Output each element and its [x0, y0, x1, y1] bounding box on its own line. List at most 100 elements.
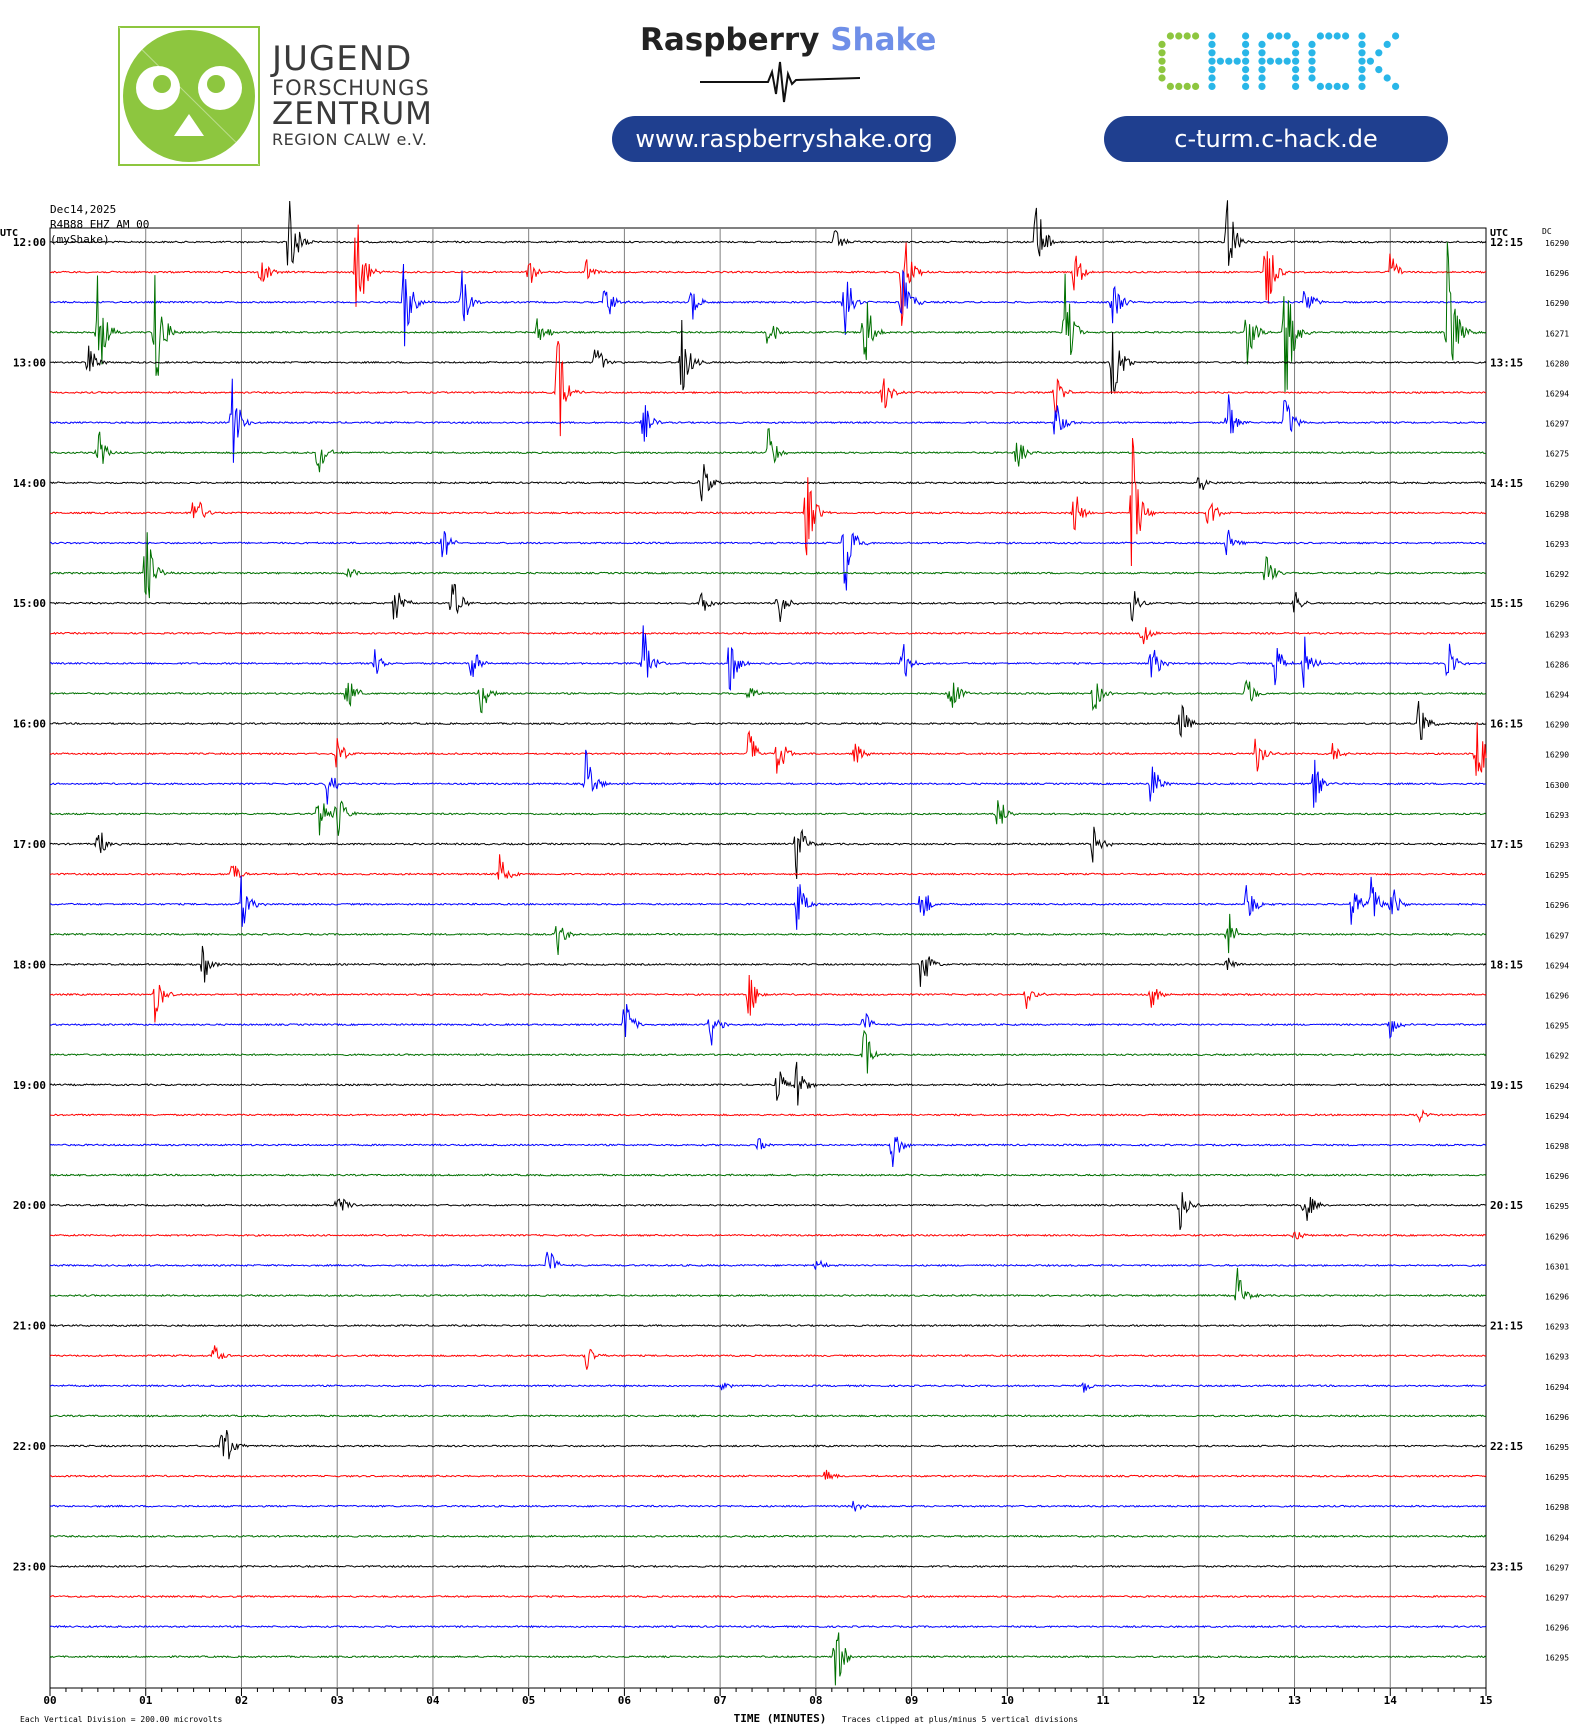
- trace-line: [49, 583, 1487, 623]
- jfz-line2: FORSCHUNGS: [272, 76, 430, 100]
- x-tick-label: 13: [1288, 1694, 1301, 1707]
- x-tick-label: 11: [1096, 1694, 1110, 1707]
- dc-value: 16298: [1545, 510, 1569, 519]
- footer-right-note: Traces clipped at plus/minus 5 vertical …: [842, 1715, 1078, 1724]
- left-axis-label: UTC: [0, 228, 18, 239]
- trace-line: [49, 800, 1487, 836]
- trace-line: [49, 1414, 1487, 1418]
- trace-line: [49, 1029, 1487, 1074]
- left-time-label: 19:00: [13, 1079, 46, 1092]
- jfz-line1: JUGEND: [272, 39, 413, 79]
- chack-url-link[interactable]: c-turm.c-hack.de: [1104, 116, 1448, 162]
- trace-line: [49, 913, 1487, 956]
- trace-line: [49, 1534, 1487, 1538]
- right-time-label: 20:15: [1490, 1199, 1523, 1212]
- trace-line: [49, 438, 1487, 567]
- x-tick-label: 04: [426, 1694, 440, 1707]
- chack-letter-c: [1158, 32, 1200, 90]
- raspberry-shake-url-link[interactable]: www.raspberryshake.org: [612, 116, 956, 162]
- trace-line: [49, 679, 1487, 714]
- chart-title-line: R4B88 EHZ AM 00: [50, 218, 149, 231]
- dc-value: 16297: [1545, 931, 1569, 940]
- dc-value: 16296: [1545, 1624, 1569, 1633]
- dc-value: 16295: [1545, 1654, 1569, 1663]
- x-axis-label: TIME (MINUTES): [734, 1712, 827, 1725]
- chack-logo-icon: [1158, 32, 1400, 90]
- left-time-label: 18:00: [13, 958, 46, 971]
- right-time-label: 22:15: [1490, 1440, 1523, 1453]
- left-time-label: 21:00: [13, 1320, 46, 1333]
- left-time-label: 12:00: [13, 236, 46, 249]
- x-tick-label: 09: [905, 1694, 918, 1707]
- dc-value: 16294: [1545, 1082, 1569, 1091]
- dc-value: 16290: [1545, 480, 1569, 489]
- dc-value: 16296: [1545, 1413, 1569, 1422]
- dc-value: 16298: [1545, 1142, 1569, 1151]
- trace-line: [49, 1429, 1487, 1460]
- trace-line: [49, 854, 1487, 880]
- helicorder-plot: Dec14,2025 R4B88 EHZ AM 00 (myShake) 00 01 02…: [0, 200, 1569, 1725]
- dc-value: 16298: [1545, 1503, 1569, 1512]
- trace-line: [49, 826, 1487, 880]
- rs-title-accent: Shake: [830, 22, 937, 58]
- left-time-label: 22:00: [13, 1440, 46, 1453]
- dc-value: 16271: [1545, 329, 1569, 338]
- left-time-label: 15:00: [13, 597, 46, 610]
- x-tick-label: 06: [618, 1694, 632, 1707]
- trace-line: [50, 1469, 1487, 1480]
- trace-line: [49, 1624, 1487, 1629]
- dc-value: 16294: [1545, 390, 1569, 399]
- x-tick-label: 03: [331, 1694, 344, 1707]
- dc-value: 16296: [1545, 600, 1569, 609]
- chack-letter-k: [1358, 32, 1400, 90]
- x-tick-label: 00: [43, 1694, 56, 1707]
- trace-line: [49, 875, 1487, 930]
- left-time-label: 13:00: [13, 356, 46, 369]
- trace-line: [49, 1564, 1487, 1568]
- trace-line: [49, 1109, 1487, 1124]
- left-time-label: 14:00: [13, 477, 46, 490]
- right-time-label: 23:15: [1490, 1560, 1523, 1573]
- trace-line: [49, 200, 1487, 266]
- x-tick-label: 05: [522, 1694, 535, 1707]
- dc-value: 16295: [1545, 1473, 1569, 1482]
- x-tick-label: 15: [1479, 1694, 1492, 1707]
- trace-line: [49, 1632, 1487, 1686]
- jfz-line3: ZENTRUM: [272, 96, 433, 132]
- right-time-label: 19:15: [1490, 1079, 1523, 1092]
- dc-value: 16290: [1545, 721, 1569, 730]
- dc-value: 16275: [1545, 450, 1569, 459]
- jfz-owl-logo-icon: [118, 26, 260, 166]
- trace-line: [49, 428, 1486, 473]
- left-time-label: 16:00: [13, 718, 46, 731]
- right-time-label: 18:15: [1490, 958, 1523, 971]
- trace-line: [49, 1345, 1487, 1370]
- dc-value: 16294: [1545, 961, 1569, 970]
- chart-title-line: (myShake): [50, 233, 110, 246]
- x-tick-label: 10: [1001, 1694, 1014, 1707]
- trace-line: [49, 1381, 1487, 1393]
- trace-line: [49, 1323, 1487, 1328]
- x-tick-label: 14: [1384, 1694, 1398, 1707]
- x-tick-label: 01: [139, 1694, 153, 1707]
- trace-line: [49, 1267, 1487, 1301]
- trace-line: [49, 1192, 1486, 1230]
- trace-line: [49, 1136, 1487, 1168]
- left-time-label: 23:00: [13, 1560, 46, 1573]
- trace-line: [49, 700, 1487, 740]
- dc-value: 16297: [1545, 420, 1569, 429]
- dc-value: 16293: [1545, 540, 1569, 549]
- trace-line: [49, 1500, 1487, 1512]
- right-time-label: 15:15: [1490, 597, 1523, 610]
- chack-letter-c: [1308, 32, 1350, 90]
- dc-value: 16293: [1545, 1323, 1569, 1332]
- trace-line: [49, 340, 1487, 437]
- trace-line: [49, 1594, 1487, 1599]
- dc-value: 16293: [1545, 841, 1569, 850]
- seismic-wave-icon: [700, 61, 860, 103]
- dc-value: 16292: [1545, 1052, 1569, 1061]
- trace-line: [49, 722, 1487, 776]
- footer-left-note: Each Vertical Division = 200.00 microvol…: [20, 1715, 222, 1724]
- chart-title-line: Dec14,2025: [50, 203, 116, 216]
- dc-value: 16294: [1545, 1533, 1569, 1542]
